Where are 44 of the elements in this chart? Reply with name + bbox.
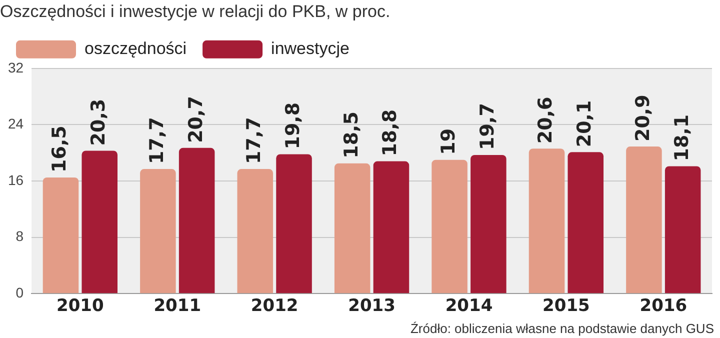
chart-title: Oszczędności i inwestycje w relacji do PKB, w proc. xyxy=(0,2,390,21)
data-label: 19,7 xyxy=(476,103,498,150)
bar xyxy=(237,169,274,294)
x-tick-label: 2010 xyxy=(56,296,104,316)
x-tick-label: 2016 xyxy=(640,296,688,316)
y-tick-label: 0 xyxy=(16,284,24,300)
bar xyxy=(82,150,118,294)
bar xyxy=(568,152,604,294)
bar xyxy=(528,148,565,294)
bar xyxy=(373,161,410,294)
legend-label: oszczędności xyxy=(84,39,187,58)
text: Źródło: obliczenia własne na podstawie danych GUS xyxy=(410,321,714,336)
x-tick-label: 2011 xyxy=(154,296,202,316)
bar xyxy=(140,169,176,294)
data-label: 20,6 xyxy=(534,96,557,144)
data-label: 19 xyxy=(437,128,460,155)
y-tick-label: 8 xyxy=(16,228,24,244)
y-tick-label: 24 xyxy=(8,116,24,132)
bar xyxy=(626,146,662,294)
data-label: 18,1 xyxy=(670,114,693,162)
data-label: 17,7 xyxy=(243,117,266,164)
data-label: 18,5 xyxy=(340,112,362,158)
bar xyxy=(178,148,215,294)
bar xyxy=(334,163,370,294)
bar xyxy=(664,166,701,294)
bar xyxy=(276,154,312,294)
x-tick-label: 2012 xyxy=(250,296,298,316)
data-label: 20,9 xyxy=(632,94,654,142)
x-tick-label: 2013 xyxy=(348,296,396,316)
data-label: 20,1 xyxy=(574,100,596,148)
data-label: 20,3 xyxy=(88,98,110,146)
y-tick-label: 16 xyxy=(8,172,24,188)
bar xyxy=(42,177,79,294)
x-tick-label: 2014 xyxy=(445,296,493,316)
data-label: 20,7 xyxy=(184,96,207,143)
data-label: 19,8 xyxy=(282,102,304,150)
x-tick-label: 2015 xyxy=(542,296,590,316)
y-tick-label: 32 xyxy=(8,59,24,76)
legend-label: inwestycje xyxy=(271,39,350,58)
bar xyxy=(470,154,506,294)
data-label: 18,8 xyxy=(379,109,402,156)
data-label: 17,7 xyxy=(146,117,168,164)
bar xyxy=(432,160,468,294)
data-label: 16,5 xyxy=(48,126,71,172)
